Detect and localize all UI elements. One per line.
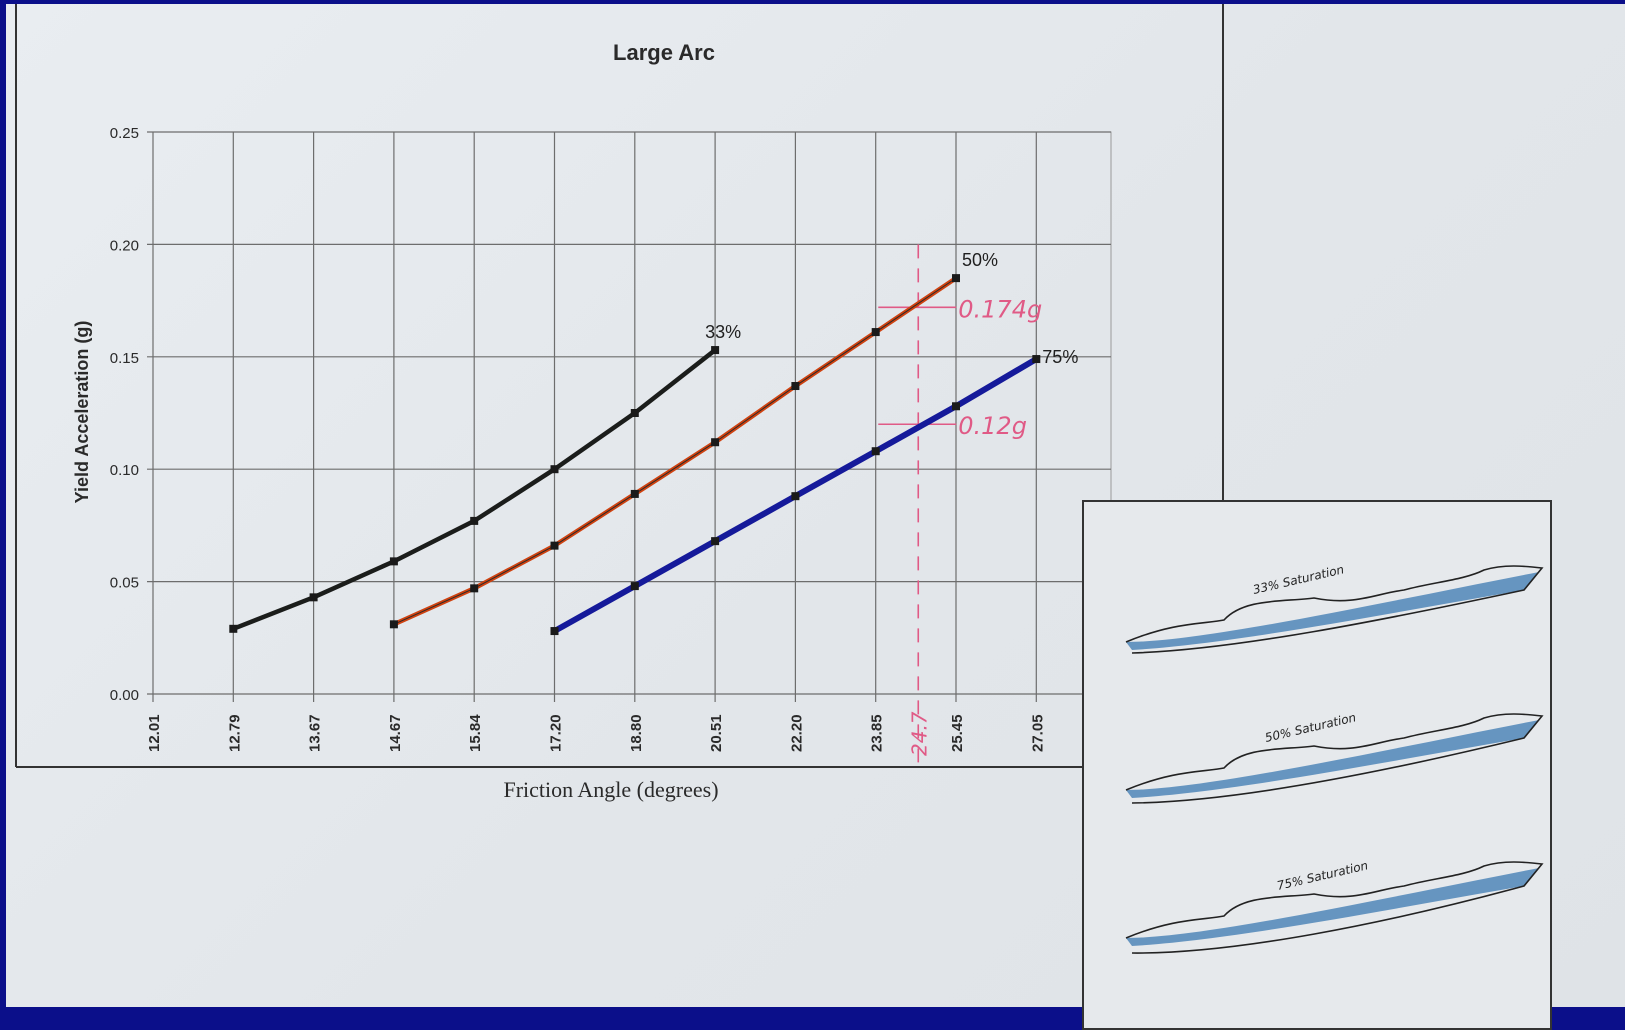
y-tick-label: 0.25 <box>110 125 139 142</box>
x-axis-ticks: 12.01 12.79 13.67 14.67 15.84 17.20 18.80 20.51… <box>146 714 1046 752</box>
y-tick-label: 0.05 <box>110 575 139 592</box>
inset-sketches: 33% Saturation 50% Saturation 75% Saturati… <box>1125 562 1544 954</box>
y-tick-label: 0.20 <box>110 237 139 254</box>
data-point <box>389 557 398 566</box>
water-table <box>1126 720 1539 798</box>
x-tick-label: 23.85 <box>869 714 886 752</box>
slope-sketch: 33% Saturation <box>1125 562 1544 654</box>
data-point <box>630 582 639 591</box>
slope-sketch: 50% Saturation <box>1125 710 1544 804</box>
y-axis-ticks: 0.00 0.05 0.10 0.15 0.20 0.25 <box>110 125 139 704</box>
x-tick-label: 20.51 <box>708 714 725 752</box>
slope-outline <box>1125 861 1544 954</box>
data-point <box>309 593 318 602</box>
data-point <box>711 438 720 447</box>
data-point <box>389 620 398 629</box>
annotation-value-0: 0.174g <box>958 295 1042 323</box>
series-lines: 33% 50% 75% <box>229 250 1078 636</box>
x-tick-label: 18.80 <box>628 714 645 752</box>
chart: Large Arc 0.00 0.05 0.10 0.15 0.20 0.25 12.01… <box>15 4 1224 802</box>
data-point <box>1032 355 1041 364</box>
water-table <box>1126 868 1539 946</box>
x-tick-label: 13.67 <box>307 714 324 752</box>
y-tick-label: 0.15 <box>110 350 139 367</box>
data-point <box>470 516 479 525</box>
saturation-label: 33% Saturation <box>1252 562 1346 597</box>
saturation-label: 50% Saturation <box>1264 710 1358 745</box>
x-tick-label: 22.20 <box>788 714 805 752</box>
slope-outline <box>1125 713 1544 804</box>
data-point <box>470 584 479 593</box>
data-point <box>229 624 238 633</box>
series-end-label: 75% <box>1042 347 1078 367</box>
slope-outline <box>1125 565 1544 654</box>
inset-panel: 33% Saturation 50% Saturation 75% Saturati… <box>1082 500 1552 1030</box>
series-end-label: 50% <box>962 250 998 270</box>
data-point <box>711 537 720 546</box>
x-tick-label: 12.79 <box>226 714 243 752</box>
data-point <box>550 465 559 474</box>
y-axis-label: Yield Acceleration (g) <box>72 321 92 504</box>
x-tick-label: 25.45 <box>949 714 966 752</box>
annotation-value-1: 0.12g <box>958 412 1027 440</box>
x-tick-label: 27.05 <box>1029 714 1046 752</box>
chart-title: Large Arc <box>613 40 715 65</box>
data-point <box>871 447 880 456</box>
x-tick-label: 12.01 <box>146 714 163 752</box>
saturation-label: 75% Saturation <box>1276 858 1370 893</box>
x-tick-label: 15.84 <box>467 714 484 752</box>
data-point <box>791 382 800 391</box>
data-point <box>791 492 800 501</box>
y-tick-label: 0.10 <box>110 462 139 479</box>
handwritten-annotations: 24.7 0.174g 0.12g <box>878 244 1042 769</box>
data-point <box>952 402 960 411</box>
data-point <box>630 409 639 417</box>
data-point <box>871 328 880 337</box>
data-point <box>952 274 960 283</box>
y-tick-label: 0.00 <box>110 687 139 704</box>
data-point <box>550 541 559 550</box>
x-axis-label: Friction Angle (degrees) <box>503 777 718 802</box>
x-tick-label: 17.20 <box>548 714 565 752</box>
angle-label: 24.7 <box>907 711 931 756</box>
series-end-label: 33% <box>705 322 741 342</box>
data-point <box>711 346 720 355</box>
x-tick-label: 14.67 <box>387 714 404 752</box>
data-point <box>550 627 559 636</box>
water-table <box>1126 572 1539 650</box>
data-point <box>630 489 639 498</box>
slope-sketch: 75% Saturation <box>1125 858 1544 954</box>
series-line-core <box>393 277 957 625</box>
